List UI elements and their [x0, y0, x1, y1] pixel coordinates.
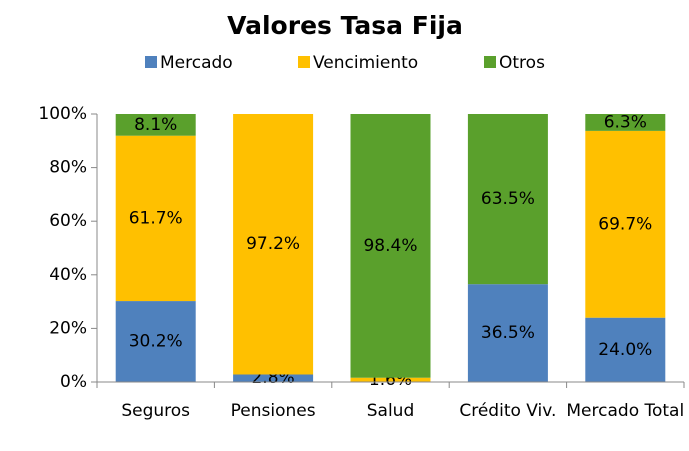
- y-tick-label: 60%: [49, 211, 87, 231]
- y-tick-label: 20%: [49, 318, 87, 338]
- y-tick-label: 100%: [38, 104, 87, 124]
- x-tick-label: Pensiones: [230, 401, 316, 421]
- x-tick-label: Mercado Total: [566, 401, 685, 421]
- data-label: 36.5%: [481, 323, 535, 343]
- legend-swatch: [145, 56, 157, 68]
- data-label: 61.7%: [129, 208, 183, 228]
- bar-segment: [233, 374, 314, 382]
- bar-segment: [585, 317, 666, 382]
- bar-segment: [350, 114, 431, 378]
- y-tick-label: 0%: [60, 372, 87, 392]
- legend-swatch: [484, 56, 496, 68]
- data-label: 97.2%: [246, 234, 300, 254]
- bar-segment: [585, 130, 666, 318]
- chart-title: Valores Tasa Fija: [227, 11, 463, 40]
- bar-segment: [115, 301, 196, 382]
- x-tick-label: Salud: [366, 401, 415, 421]
- data-label: 69.7%: [598, 214, 652, 234]
- legend-label: Mercado: [160, 53, 233, 73]
- data-label: 8.1%: [134, 115, 177, 135]
- x-tick-label: Crédito Viv.: [459, 401, 557, 421]
- bar-segment: [115, 135, 196, 302]
- legend-label: Vencimiento: [313, 53, 418, 73]
- bar-segment: [233, 114, 314, 375]
- bar-segment: [350, 377, 431, 382]
- bar-segment: [115, 114, 196, 136]
- bar-segment: [467, 114, 548, 285]
- data-label: 98.4%: [363, 236, 417, 256]
- bar-segment: [585, 114, 666, 131]
- y-tick-label: 40%: [49, 265, 87, 285]
- x-tick-label: Seguros: [121, 401, 191, 421]
- y-tick-label: 80%: [49, 158, 87, 178]
- data-label: 24.0%: [598, 340, 652, 360]
- bar-segment: [467, 284, 548, 382]
- data-label: 30.2%: [129, 332, 183, 352]
- data-label: 6.3%: [604, 112, 647, 132]
- data-label: 63.5%: [481, 189, 535, 209]
- legend-swatch: [298, 56, 310, 68]
- legend-label: Otros: [499, 53, 545, 73]
